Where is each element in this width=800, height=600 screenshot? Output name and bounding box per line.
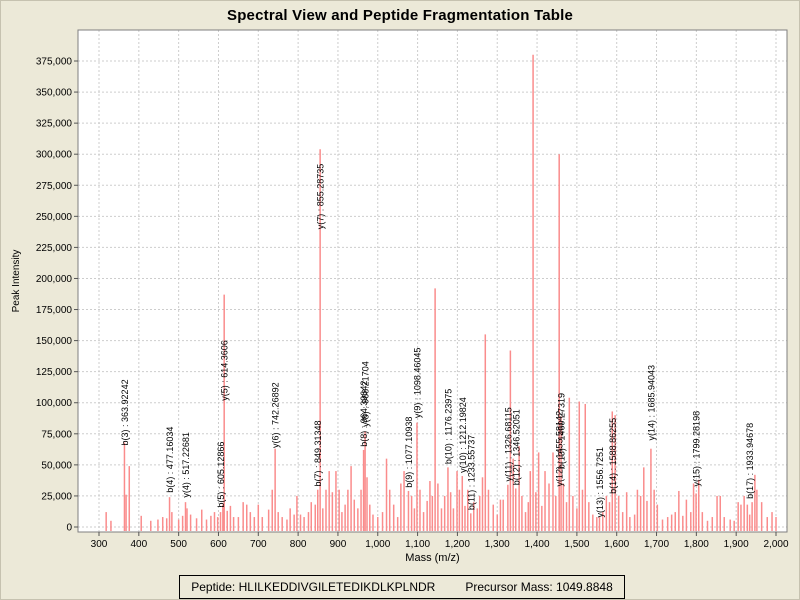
x-axis-title: Mass (m/z) [405,552,459,564]
peak-annotation: b(5) : 605.12866 [216,442,226,508]
peak-annotation: b(14) : 1588.86255 [608,418,618,494]
peak-annotation: y(4) : 517.22681 [181,432,191,498]
chart-title: Spectral View and Peptide Fragmentation … [226,7,574,24]
y-tick-label: 350,000 [36,88,73,99]
y-tick-label: 0 [66,523,72,534]
y-axis-title: Peak Intensity [11,250,22,313]
peak-annotation: y(13) : 1556.7251 [595,447,605,518]
y-tick-label: 25,000 [41,491,72,502]
axis-ticks [74,60,777,536]
x-tick-label: 400 [130,539,147,550]
peak-annotations: b(3) : 363.92242 b(4) : 477.16034 y(4) : 5… [120,164,755,518]
peak-annotation: b(12) : 1346.52051 [511,409,521,485]
peak-annotation: y(15) : 1799.28198 [692,411,702,487]
peak-annotation: b(11) : 1233.55737 [466,435,476,510]
peak-annotation: y(11) : 1326.68115 [503,407,513,481]
x-tick-label: 1,200 [445,539,470,550]
x-tick-label: 1,100 [405,539,430,550]
peak-annotation: y(12) : 1455.58142 [555,411,565,487]
peak-annotation: b(8) : 964.39642 [359,381,369,447]
y-tick-label: 325,000 [36,119,73,130]
x-tick-label: 500 [170,539,187,550]
y-tick-label: 75,000 [41,429,72,440]
y-tick-label: 150,000 [36,336,73,347]
y-tick-label: 250,000 [36,212,73,223]
x-tick-label: 1,400 [525,539,550,550]
x-tick-label: 1,000 [365,539,390,550]
y-tick-label: 175,000 [36,305,73,316]
y-tick-label: 300,000 [36,150,73,161]
y-tick-label: 275,000 [36,181,73,192]
peak-annotation: y(14) : 1685.94043 [646,365,656,441]
y-tick-label: 100,000 [36,398,73,409]
y-tick-label: 125,000 [36,367,73,378]
peak-annotation: y(8) : 968.21704 [361,361,371,427]
peak-annotation: y(7) : 855.28735 [316,164,326,230]
peptide-label: Peptide: HLILKEDDIVGILETEDIKDLKPLNDR [191,580,436,594]
peak-annotation: b(7) : 849.31348 [313,420,323,486]
plot-frame [77,29,788,533]
peptide-info-panel: Peptide: HLILKEDDIVGILETEDIKDLKPLNDR Pre… [179,575,625,599]
x-tick-label: 300 [91,539,108,550]
x-tick-label: 700 [250,539,267,550]
x-tick-label: 1,700 [644,539,669,550]
plot-area [78,30,787,532]
x-tick-label: 1,900 [724,539,749,550]
spectrum-peaks [105,54,777,531]
peak-annotation: b(9) : 1077.10938 [404,417,414,488]
peak-annotation: b(17) : 1933.94678 [745,423,755,499]
peak-annotation: b(13) : 1460.27319 [557,393,567,469]
peak-annotation: b(4) : 477.16034 [165,427,175,493]
peak-annotation: y(6) : 742.26892 [271,382,281,448]
y-tick-label: 200,000 [36,274,73,285]
x-tick-label: 800 [290,539,307,550]
peak-annotation: y(9) : 1098.46045 [412,348,422,419]
plot-background [78,30,787,532]
x-tick-label: 1,500 [564,539,589,550]
precursor-mass-label: Precursor Mass: 1049.8848 [465,580,613,594]
peak-annotation: y(5) : 614.3606 [220,340,230,401]
x-tick-label: 600 [210,539,227,550]
axis-labels: 300 400 500 600 700 800 900 1,000 1,100 1,200 1,30… [11,57,789,565]
y-tick-label: 225,000 [36,243,73,254]
x-tick-label: 1,300 [485,539,510,550]
x-tick-label: 900 [330,539,347,550]
plot-border [77,29,788,533]
y-tick-label: 50,000 [41,460,72,471]
x-tick-label: 1,600 [604,539,629,550]
y-tick-label: 375,000 [36,57,73,68]
x-tick-label: 2,000 [763,539,788,550]
peak-annotation: y(10) : 1212.19824 [458,397,468,473]
peak-annotation: b(3) : 363.92242 [120,379,130,445]
peak-annotation: b(10) : 1176.23975 [443,389,453,464]
x-tick-label: 1,800 [684,539,709,550]
